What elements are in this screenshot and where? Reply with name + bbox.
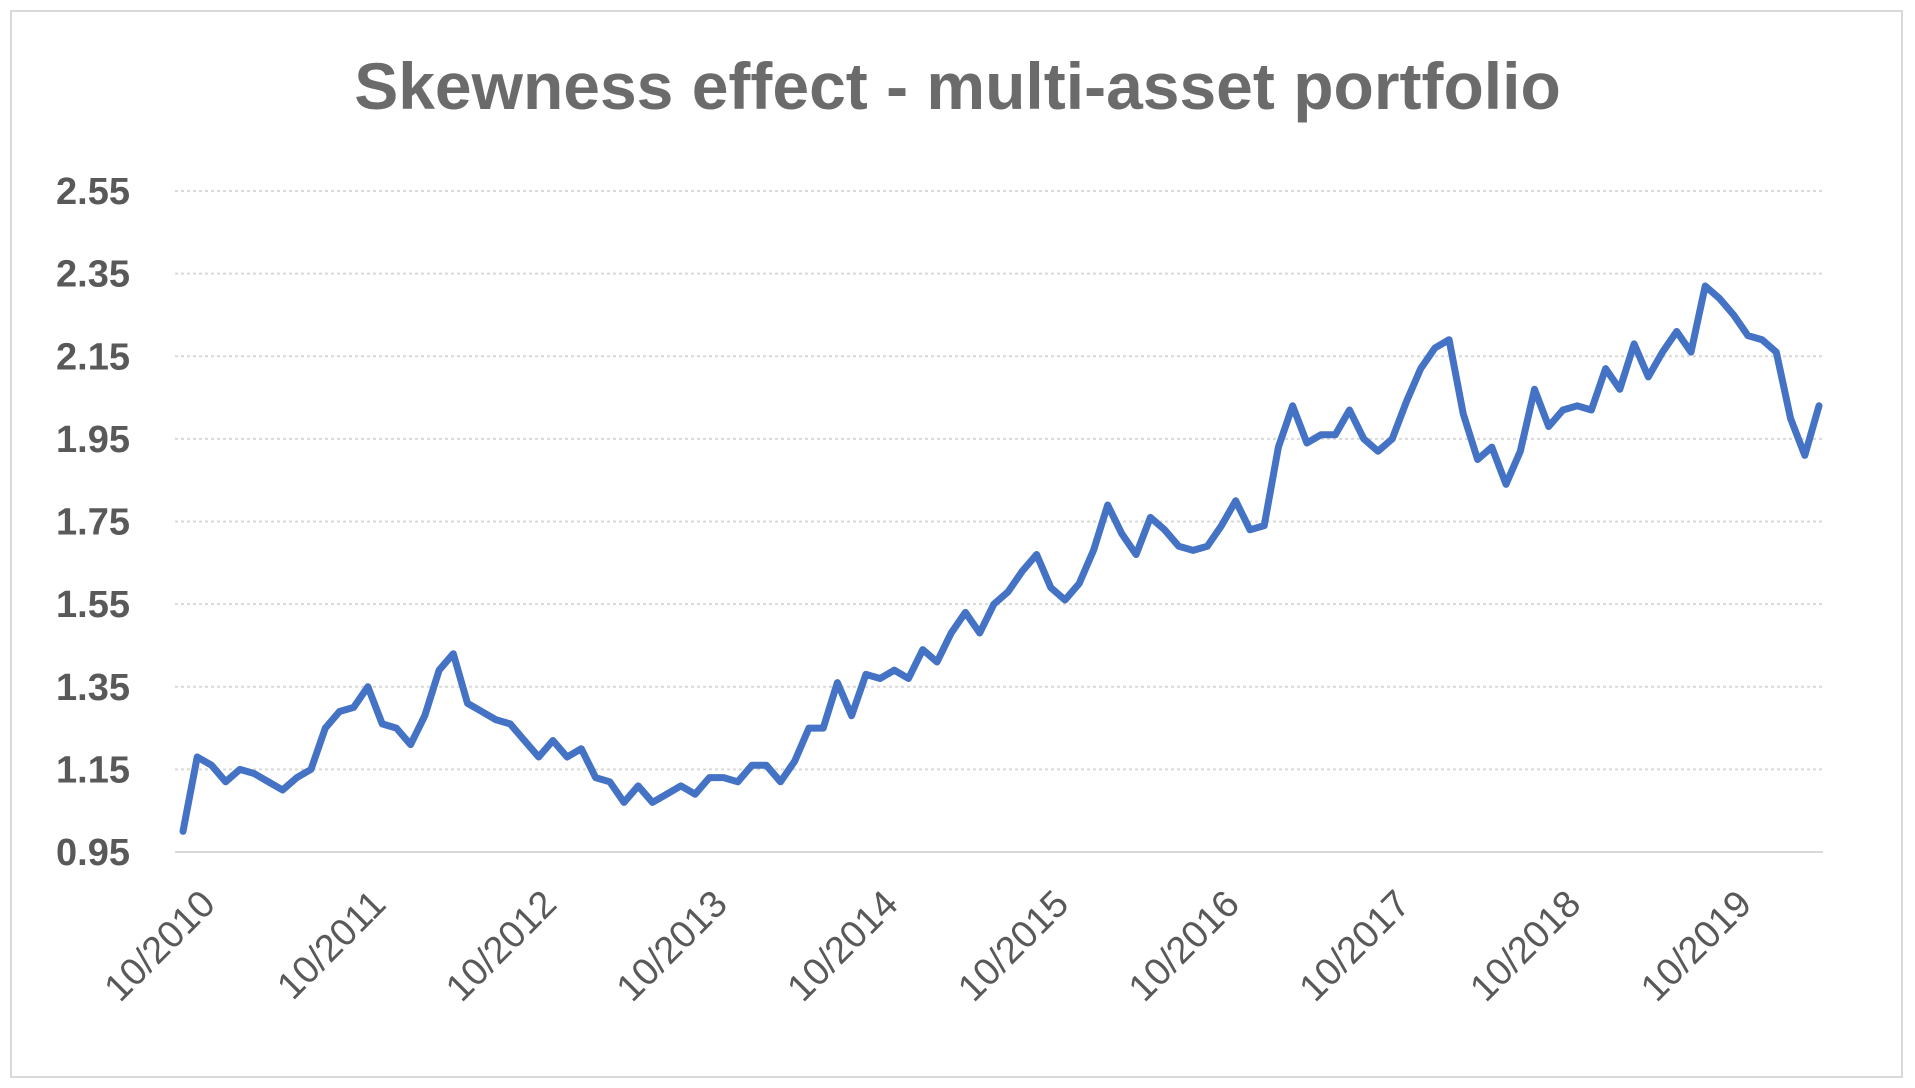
- x-tick-label: 10/2013: [609, 883, 736, 1010]
- x-tick-label: 10/2019: [1633, 883, 1760, 1010]
- series-line: [179, 282, 1823, 835]
- x-tick-label: 10/2014: [780, 883, 907, 1010]
- x-tick-label: 10/2016: [1121, 883, 1248, 1010]
- y-tick-label: 2.35: [56, 254, 130, 296]
- chart-area: [10, 10, 1903, 1078]
- y-tick-label: 1.75: [56, 502, 130, 544]
- x-tick-label: 10/2011: [269, 883, 394, 1008]
- y-tick-label: 1.95: [56, 419, 130, 461]
- y-tick-label: 1.35: [56, 667, 130, 709]
- x-tick-label: 10/2017: [1292, 883, 1419, 1010]
- x-tick-label: 10/2012: [438, 883, 565, 1010]
- y-axis-ticks: 0.95 1.15 1.35 1.55 1.75 1.95 2.15 2.35 2.55: [56, 171, 130, 874]
- y-tick-label: 1.55: [56, 584, 130, 626]
- y-tick-label: 2.15: [56, 336, 130, 378]
- gridlines: [175, 190, 1823, 771]
- y-tick-label: 0.95: [56, 832, 130, 874]
- series-layer: [179, 282, 1823, 835]
- x-axis-ticks: 10/2010 10/2011 10/2012 10/2013 10/2014 10/20…: [97, 883, 1760, 1010]
- x-tick-label: 10/2010: [97, 883, 224, 1010]
- y-tick-label: 1.15: [56, 749, 130, 791]
- x-tick-label: 10/2015: [950, 883, 1077, 1010]
- x-tick-label: 10/2018: [1462, 883, 1589, 1010]
- y-tick-label: 2.55: [56, 171, 130, 213]
- chart-title: Skewness effect - multi-asset portfolio: [354, 49, 1561, 123]
